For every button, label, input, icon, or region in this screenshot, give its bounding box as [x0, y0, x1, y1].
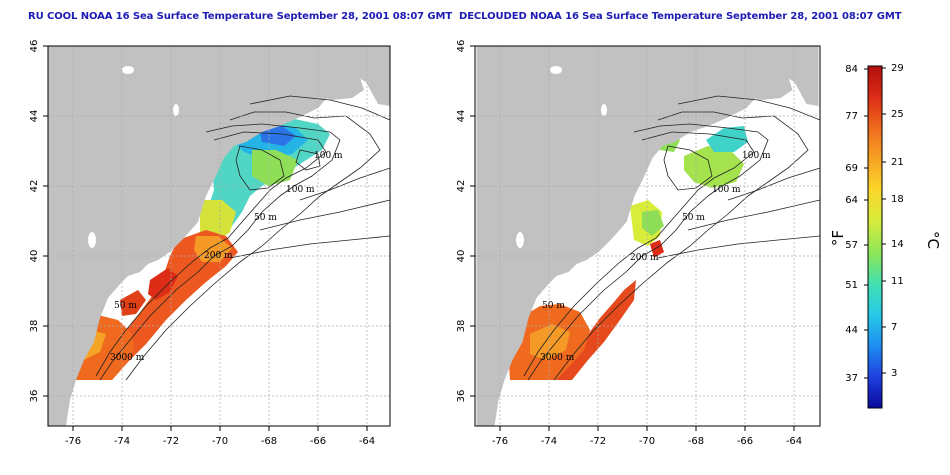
left-contour-label-200m: 200 m — [204, 251, 233, 261]
fahrenheit-tick: 51 — [845, 280, 858, 291]
left-lat-tick: 40 — [29, 250, 40, 263]
left-contour-label-3000m: 3000 m — [110, 353, 145, 363]
right-lat-tick: 46 — [456, 40, 467, 53]
fahrenheit-unit-label: °F — [829, 230, 847, 246]
fahrenheit-tick: 77 — [845, 111, 858, 122]
right-lat-tick: 38 — [456, 320, 467, 333]
right-lakes — [516, 66, 607, 248]
right-contour-label-50m-b: 50 m — [542, 301, 565, 311]
celsius-tick: 7 — [891, 322, 897, 333]
left-lon-tick: -74 — [114, 436, 130, 447]
right-map-title: DECLOUDED NOAA 16 Sea Surface Temperatur… — [459, 11, 902, 22]
left-lat-tick: 38 — [29, 320, 40, 333]
right-lat-tick: 36 — [456, 390, 467, 403]
colorbar-gradient — [867, 65, 883, 409]
fahrenheit-tick: 69 — [845, 163, 858, 174]
celsius-tick: 29 — [891, 63, 904, 74]
celsius-unit-label: °C — [924, 231, 942, 249]
celsius-tick: 11 — [891, 276, 904, 287]
celsius-ticks: 29 25 21 18 14 11 7 3 — [891, 63, 904, 379]
right-lon-tick: -66 — [737, 436, 753, 447]
left-lon-tick: -72 — [163, 436, 179, 447]
left-bathymetry-contours — [95, 95, 390, 381]
celsius-tick: 14 — [891, 239, 904, 250]
right-lat-axis — [470, 45, 475, 397]
celsius-tick: 18 — [891, 194, 904, 205]
right-contour-labels: 100 m 100 m 50 m 200 m 50 m 3000 m — [540, 151, 771, 363]
right-graticule — [475, 46, 820, 426]
left-contour-label-100m-b: 100 m — [286, 185, 315, 195]
right-lat-labels: 46 44 42 40 38 36 — [456, 40, 467, 403]
left-contour-labels: 100 m 100 m 50 m 200 m 50 m 3000 m — [110, 151, 343, 363]
fahrenheit-tick: 57 — [845, 240, 858, 251]
right-lon-tick: -72 — [590, 436, 606, 447]
right-lon-tick: -68 — [688, 436, 704, 447]
right-contour-label-3000m: 3000 m — [540, 353, 575, 363]
left-map-title: RU COOL NOAA 16 Sea Surface Temperature … — [28, 11, 453, 22]
celsius-tick: 25 — [891, 109, 904, 120]
fahrenheit-tick: 37 — [845, 373, 858, 384]
left-lakes — [88, 66, 179, 248]
right-contour-label-100m-a: 100 m — [742, 151, 771, 161]
right-lon-labels: -76 -74 -72 -70 -68 -66 -64 — [492, 436, 802, 447]
left-lat-labels: 46 44 42 40 38 36 — [29, 40, 40, 403]
left-lat-tick: 42 — [29, 180, 40, 193]
right-lon-tick: -64 — [786, 436, 802, 447]
celsius-tick: 21 — [891, 157, 904, 168]
left-contour-label-50m-b: 50 m — [114, 301, 137, 311]
right-lon-tick: -76 — [492, 436, 508, 447]
right-lon-axis — [499, 426, 795, 431]
left-graticule — [48, 46, 390, 426]
right-lat-tick: 40 — [456, 250, 467, 263]
left-lon-tick: -76 — [65, 436, 81, 447]
colorbar-tick-marks — [864, 67, 886, 379]
left-lat-tick: 36 — [29, 390, 40, 403]
right-lon-tick: -74 — [541, 436, 557, 447]
right-map: 100 m 100 m 50 m 200 m 50 m 3000 m -76 -… — [456, 40, 821, 447]
right-lat-tick: 44 — [456, 110, 467, 123]
right-contour-label-100m-b: 100 m — [712, 185, 741, 195]
left-lat-tick: 46 — [29, 40, 40, 53]
left-lon-tick: -70 — [212, 436, 228, 447]
left-lat-axis — [43, 45, 48, 397]
left-lon-tick: -66 — [310, 436, 326, 447]
left-contour-label-100m-a: 100 m — [314, 151, 343, 161]
right-contour-label-50m-a: 50 m — [682, 213, 705, 223]
left-map: 100 m 100 m 50 m 200 m 50 m 3000 m -76 -… — [29, 40, 391, 447]
left-lon-labels: -76 -74 -72 -70 -68 -66 -64 — [65, 436, 375, 447]
left-lon-axis — [72, 426, 368, 431]
right-lon-tick: -70 — [639, 436, 655, 447]
left-map-border — [47, 45, 391, 427]
fahrenheit-tick: 84 — [845, 64, 858, 75]
right-lat-tick: 42 — [456, 180, 467, 193]
left-map-body — [48, 46, 390, 426]
right-map-body — [475, 46, 820, 426]
left-lon-tick: -68 — [261, 436, 277, 447]
temperature-colorbar: 84 77 69 64 57 51 44 37 29 25 21 18 14 1… — [829, 63, 942, 409]
fahrenheit-ticks: 84 77 69 64 57 51 44 37 — [845, 64, 858, 384]
fahrenheit-tick: 44 — [845, 325, 858, 336]
right-contour-label-200m: 200 m — [630, 253, 659, 263]
right-bathymetry-contours — [523, 95, 820, 381]
fahrenheit-tick: 64 — [845, 195, 858, 206]
left-lon-tick: -64 — [359, 436, 375, 447]
left-contour-label-50m-a: 50 m — [254, 213, 277, 223]
left-lat-tick: 44 — [29, 110, 40, 123]
celsius-tick: 3 — [891, 368, 897, 379]
